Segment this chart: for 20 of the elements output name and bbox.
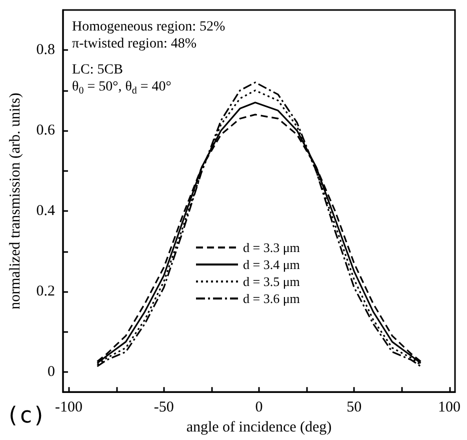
y-tick-label: 0.6 — [36, 122, 56, 139]
x-tick-label: 0 — [255, 400, 263, 416]
annotation: π-twisted region: 48% — [72, 36, 197, 52]
y-tick-label: 0 — [48, 364, 55, 380]
x-tick-label: -100 — [54, 400, 82, 416]
y-tick-label: 0.2 — [36, 284, 55, 300]
legend-label: d = 3.3 μm — [243, 240, 300, 255]
y-axis-title: normalized transmission (arb. units) — [8, 92, 24, 310]
x-tick-label: 100 — [438, 400, 461, 416]
annotation: LC: 5CB — [72, 62, 123, 78]
text: (c) — [6, 404, 46, 428]
x-tick-label: -50 — [154, 400, 174, 416]
y-tick-label: 0.4 — [36, 203, 56, 220]
legend-label: d = 3.6 μm — [243, 291, 300, 306]
legend-label: d = 3.5 μm — [243, 274, 300, 289]
legend-label: d = 3.4 μm — [243, 257, 300, 272]
x-axis-title: angle of incidence (deg) — [186, 420, 332, 436]
annotation: Homogeneous region: 52% — [72, 20, 226, 34]
x-tick-label: 50 — [346, 400, 362, 416]
y-tick-label: 0.8 — [36, 42, 55, 58]
